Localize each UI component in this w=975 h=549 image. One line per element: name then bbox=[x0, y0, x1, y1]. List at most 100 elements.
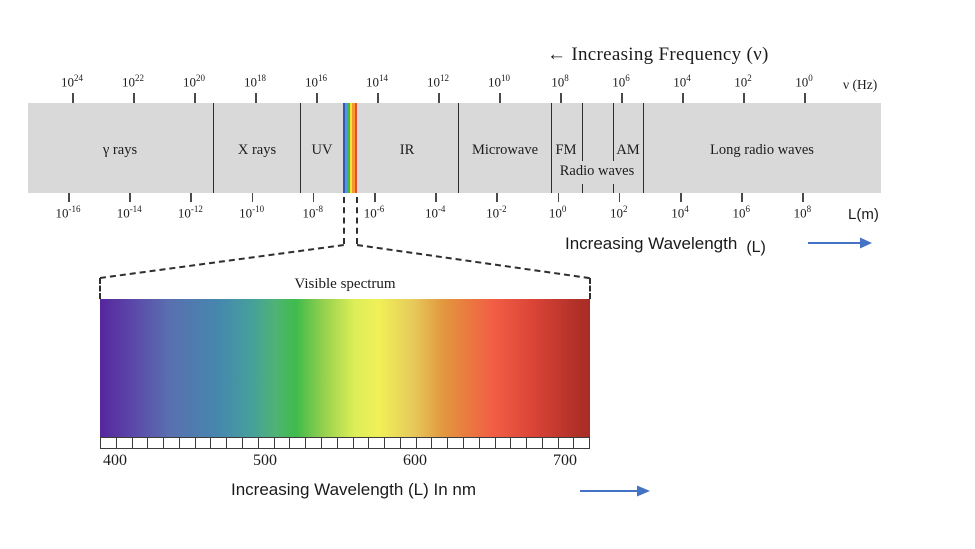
band-region-label: IR bbox=[399, 142, 415, 158]
wavelength-tick-label: 10-6 bbox=[363, 204, 385, 221]
visible-light-strip-color bbox=[349, 103, 353, 193]
nm-tick-label: 700 bbox=[553, 452, 577, 469]
wavelength-tick-mark bbox=[251, 193, 254, 202]
nm-ruler-cell bbox=[117, 438, 133, 448]
frequency-tick-label: 1014 bbox=[366, 73, 388, 90]
visible-light-strip-color bbox=[352, 103, 355, 193]
nm-ruler-cell bbox=[480, 438, 496, 448]
wavelength-tick-mark bbox=[190, 193, 192, 202]
band-region-label: γ rays bbox=[102, 142, 138, 158]
increasing-frequency-title: ← Increasing Frequency (ν) bbox=[547, 44, 769, 65]
wavelength-tick-label: 106 bbox=[732, 204, 750, 221]
frequency-tick-label: 104 bbox=[673, 73, 691, 90]
visible-light-strip-color bbox=[345, 103, 348, 193]
wavelength-tick-label: 100 bbox=[548, 204, 567, 221]
nm-ruler-cell bbox=[290, 438, 307, 448]
frequency-tick-mark bbox=[194, 93, 196, 103]
frequency-tick-mark bbox=[255, 93, 257, 103]
wavelength-tick-label: 10-16 bbox=[55, 204, 81, 221]
band-divider bbox=[300, 103, 302, 193]
increasing-wavelength-text: Increasing Wavelength bbox=[565, 234, 738, 253]
nm-ruler-cell bbox=[211, 438, 228, 448]
band-divider bbox=[458, 103, 460, 193]
nm-ruler-cell bbox=[543, 438, 559, 448]
nm-ruler-cell bbox=[133, 438, 149, 448]
nm-ruler-cell bbox=[559, 438, 575, 448]
band-divider-partial bbox=[613, 103, 615, 161]
wavelength-tick-mark bbox=[312, 193, 315, 202]
nm-ruler-cell bbox=[527, 438, 543, 448]
nm-ruler-cell bbox=[243, 438, 259, 448]
nm-arrow-icon bbox=[580, 484, 650, 502]
callout-dashed-left-diagonal bbox=[99, 244, 344, 279]
wavelength-tick-label: 10-12 bbox=[177, 204, 203, 221]
frequency-tick-label: 100 bbox=[795, 73, 813, 90]
nm-tick-label: 400 bbox=[103, 452, 127, 469]
band-region-label: Long radio waves bbox=[710, 142, 814, 158]
band-region-label: Microwave bbox=[471, 142, 539, 158]
nm-ruler-cell bbox=[148, 438, 165, 448]
nm-ruler-cell bbox=[511, 438, 528, 448]
nm-ruler-cell bbox=[338, 438, 354, 448]
wavelength-tick-mark bbox=[435, 193, 437, 202]
wavelength-tick-mark bbox=[802, 193, 804, 202]
wavelength-tick-label: 10-14 bbox=[116, 204, 142, 221]
frequency-tick-mark bbox=[438, 93, 440, 103]
wavelength-unit-label: L(m) bbox=[848, 206, 879, 223]
nm-tick-label: 600 bbox=[403, 452, 427, 469]
frequency-tick-label: 1010 bbox=[488, 73, 510, 90]
band-divider bbox=[643, 103, 645, 193]
wavelength-tick-label: 108 bbox=[793, 204, 812, 221]
wavelength-arrow-icon bbox=[808, 236, 872, 254]
nm-ruler-cell bbox=[227, 438, 244, 448]
nm-ruler-cell bbox=[196, 438, 212, 448]
nm-ruler-cell bbox=[306, 438, 322, 448]
frequency-tick-label: 1024 bbox=[61, 73, 83, 90]
visible-light-strip-color bbox=[343, 103, 346, 193]
callout-dashed-left-corner bbox=[99, 278, 101, 299]
frequency-tick-mark bbox=[682, 93, 684, 103]
increasing-wavelength-caption: Increasing Wavelength (L) bbox=[565, 234, 766, 256]
nm-ruler-cell bbox=[322, 438, 338, 448]
wavelength-tick-label: 10-8 bbox=[302, 204, 324, 221]
frequency-tick-label: 1020 bbox=[183, 73, 205, 90]
visible-light-strip-color bbox=[354, 103, 357, 193]
nm-ruler-cell bbox=[259, 438, 275, 448]
frequency-unit-label: ν (Hz) bbox=[843, 77, 878, 92]
nm-caption: Increasing Wavelength (L) In nm bbox=[231, 480, 477, 499]
wavelength-tick-mark bbox=[68, 193, 70, 202]
frequency-tick-mark bbox=[133, 93, 135, 103]
band-region-label: FM bbox=[555, 142, 577, 158]
frequency-tick-mark bbox=[316, 93, 318, 103]
nm-ruler-cell bbox=[574, 438, 589, 448]
nm-ruler-cell bbox=[164, 438, 180, 448]
nm-ruler-cell bbox=[496, 438, 512, 448]
visible-spectrum-title: Visible spectrum bbox=[294, 276, 396, 292]
wavelength-tick-mark bbox=[557, 193, 560, 202]
frequency-tick-mark bbox=[743, 93, 745, 103]
increasing-wavelength-suffix: (L) bbox=[746, 239, 766, 256]
band-divider-partial bbox=[613, 184, 615, 193]
band-region-label: UV bbox=[311, 142, 333, 158]
nm-ruler-cell bbox=[448, 438, 464, 448]
nm-tick-label: 500 bbox=[253, 452, 277, 469]
nm-ruler-cell bbox=[464, 438, 480, 448]
frequency-tick-label: 1022 bbox=[122, 73, 144, 90]
wavelength-tick-mark bbox=[129, 193, 131, 202]
frequency-tick-label: 102 bbox=[734, 73, 752, 90]
wavelength-tick-mark bbox=[374, 193, 376, 202]
nm-ruler bbox=[100, 437, 590, 449]
frequency-tick-mark bbox=[804, 93, 806, 103]
spectrum-band bbox=[28, 103, 881, 193]
band-region-label-radio-waves: Radio waves bbox=[559, 163, 635, 179]
wavelength-tick-label: 104 bbox=[671, 204, 689, 221]
band-divider-partial bbox=[582, 103, 584, 161]
frequency-tick-mark bbox=[377, 93, 379, 103]
nm-ruler-cell bbox=[275, 438, 291, 448]
frequency-tick-mark bbox=[621, 93, 623, 103]
frequency-tick-mark bbox=[72, 93, 74, 103]
frequency-tick-mark bbox=[499, 93, 501, 103]
frequency-tick-label: 1018 bbox=[244, 73, 266, 90]
callout-dashed-right-corner bbox=[589, 278, 591, 299]
